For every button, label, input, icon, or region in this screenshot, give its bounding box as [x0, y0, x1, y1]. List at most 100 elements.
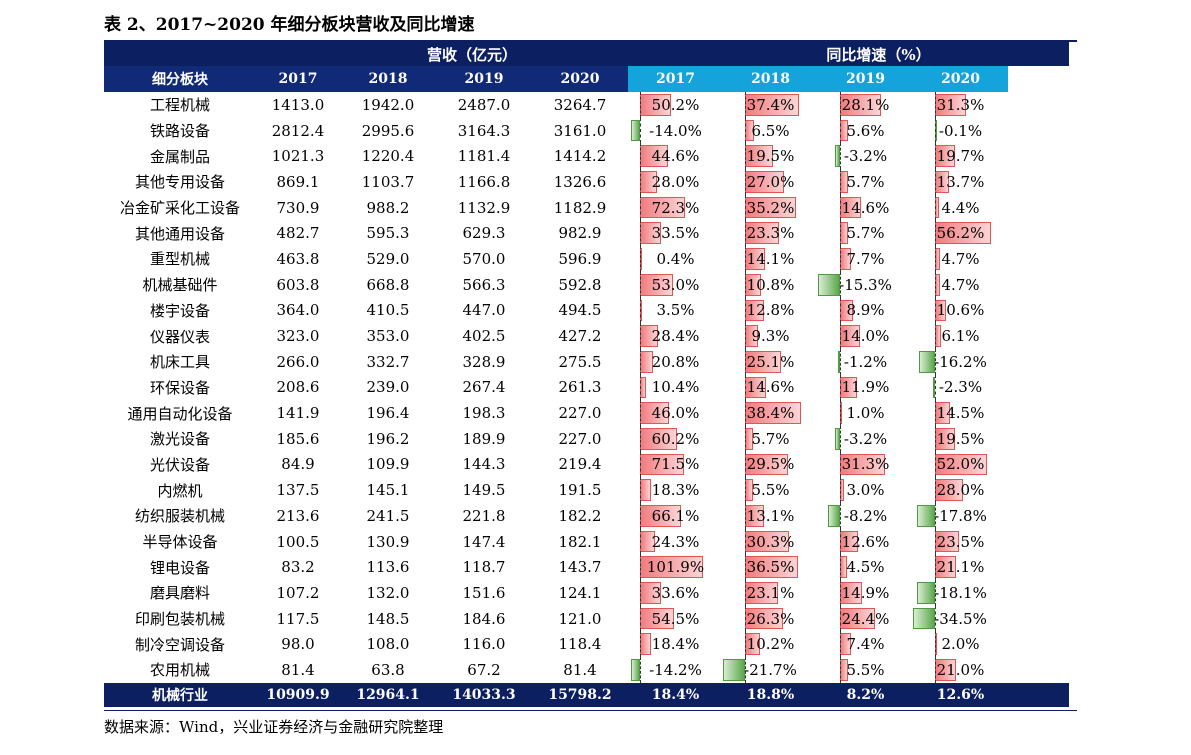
growth-value: 7.4%: [846, 635, 885, 654]
header-year-row: 细分板块 2017 2018 2019 2020 2017 2018 2019 …: [104, 66, 1069, 92]
growth-value: 31.3%: [936, 95, 985, 114]
growth-value: 4.7%: [941, 249, 980, 268]
revenue-cell: 1942.0: [361, 95, 415, 114]
growth-value: 60.2%: [651, 429, 700, 448]
growth-value: -1.2%: [843, 352, 888, 371]
table-row: 工程机械 1413.0 1942.0 2487.0 3264.7 50.2% 37.4% 28…: [104, 92, 1069, 118]
growth-cell: 4.4%: [913, 194, 1008, 221]
growth-value: -0.1%: [938, 121, 983, 140]
growth-cell: 30.3%: [723, 528, 818, 555]
growth-cell: 5.7%: [818, 220, 913, 247]
growth-value: 56.2%: [936, 224, 985, 243]
revenue-cell: 1326.6: [553, 172, 607, 191]
bar-axis: [640, 605, 641, 632]
bar-axis: [745, 503, 746, 529]
revenue-cell: 137.5: [276, 481, 320, 500]
table-row: 通用自动化设备 141.9 196.4 198.3 227.0 46.0% 38.4% 1.0…: [104, 400, 1069, 426]
growth-cell: 0.4%: [628, 246, 723, 272]
table-row: 金属制品 1021.3 1220.4 1181.4 1414.2 44.6% 19.5% -3…: [104, 143, 1069, 170]
bar-axis: [745, 246, 746, 272]
segment-name: 冶金矿采化工设备: [119, 199, 240, 218]
growth-value: 5.5%: [751, 481, 790, 500]
revenue-cell: 81.4: [281, 660, 315, 679]
growth-cell: 50.2%: [628, 92, 723, 118]
revenue-cell: 3264.7: [553, 95, 607, 114]
total-rev-2017: 10909.9: [266, 686, 330, 703]
bar-axis: [745, 169, 746, 195]
revenue-cell: 328.9: [462, 352, 506, 371]
table-row: 冶金矿采化工设备 730.9 988.2 1132.9 1182.9 72.3% 35.2%…: [104, 194, 1069, 221]
total-row: 机械行业 10909.9 12964.1 14033.3 15798.2 18.…: [104, 682, 1069, 707]
growth-cell: 4.7%: [913, 246, 1008, 272]
growth-value: 10.2%: [746, 635, 795, 654]
growth-value: 71.5%: [651, 455, 700, 474]
header-rev-2017: 2017: [256, 66, 340, 92]
growth-bar: [640, 633, 652, 656]
bar-axis: [640, 92, 641, 118]
revenue-cell: 148.5: [366, 609, 410, 628]
segment-name: 金属制品: [149, 147, 210, 166]
bar-axis: [640, 425, 641, 452]
header-yoy-2019: 2019: [818, 66, 913, 92]
bar-axis: [640, 271, 641, 298]
growth-cell: -0.1%: [913, 117, 1008, 144]
revenue-cell: 364.0: [276, 301, 320, 320]
revenue-cell: 145.1: [366, 481, 410, 500]
growth-value: 6.5%: [751, 121, 790, 140]
segment-name: 制冷空调设备: [134, 635, 225, 654]
revenue-cell: 109.9: [366, 455, 410, 474]
growth-value: 9.3%: [751, 327, 790, 346]
growth-cell: -14.2%: [628, 657, 723, 683]
growth-cell: -21.7%: [723, 657, 818, 683]
growth-cell: 31.3%: [913, 92, 1008, 118]
bar-axis: [840, 246, 841, 272]
growth-value: 10.6%: [936, 301, 985, 320]
top-rule: [104, 40, 1077, 42]
revenue-cell: 239.0: [366, 378, 410, 397]
growth-value: 28.1%: [841, 95, 890, 114]
table-row: 楼宇设备 364.0 410.5 447.0 494.5 3.5% 12.8% 8.9% 10.…: [104, 297, 1069, 324]
growth-value: 27.0%: [746, 172, 795, 191]
revenue-cell: 982.9: [558, 224, 602, 243]
growth-cell: 9.3%: [723, 323, 818, 349]
growth-value: 13.7%: [936, 172, 985, 191]
growth-cell: 5.5%: [818, 657, 913, 683]
growth-value: 21.0%: [936, 660, 985, 679]
growth-cell: -34.5%: [913, 605, 1008, 632]
bar-axis: [640, 323, 641, 349]
growth-cell: 29.5%: [723, 451, 818, 478]
header-yoy-2018: 2018: [723, 66, 818, 92]
revenue-cell: 189.9: [462, 429, 506, 448]
bar-axis: [745, 220, 746, 247]
revenue-cell: 219.4: [558, 455, 602, 474]
revenue-cell: 323.0: [276, 327, 320, 346]
revenue-cell: 182.1: [558, 532, 602, 551]
growth-cell: 36.5%: [723, 554, 818, 581]
growth-cell: 14.6%: [818, 194, 913, 221]
revenue-cell: 151.6: [462, 583, 506, 602]
revenue-cell: 241.5: [366, 506, 410, 525]
growth-cell: 28.0%: [628, 169, 723, 195]
revenue-cell: 353.0: [366, 327, 410, 346]
revenue-cell: 603.8: [276, 275, 320, 294]
growth-cell: 13.7%: [913, 169, 1008, 195]
growth-cell: 1.0%: [818, 400, 913, 426]
growth-value: 26.3%: [746, 609, 795, 628]
growth-cell: 28.0%: [913, 477, 1008, 503]
revenue-cell: 67.2: [467, 660, 501, 679]
revenue-cell: 191.5: [558, 481, 602, 500]
bar-axis: [935, 194, 936, 221]
revenue-cell: 196.2: [366, 429, 410, 448]
growth-value: 12.8%: [746, 301, 795, 320]
bar-axis: [840, 451, 841, 478]
growth-cell: 3.5%: [628, 297, 723, 324]
growth-value: 21.1%: [936, 558, 985, 577]
growth-cell: 7.4%: [818, 631, 913, 658]
bar-axis: [935, 503, 936, 529]
bar-axis: [840, 425, 841, 452]
growth-value: 38.4%: [746, 404, 795, 423]
bar-axis: [640, 631, 641, 658]
bar-axis: [640, 374, 641, 401]
revenue-cell: 182.2: [558, 506, 602, 525]
revenue-cell: 592.8: [558, 275, 602, 294]
